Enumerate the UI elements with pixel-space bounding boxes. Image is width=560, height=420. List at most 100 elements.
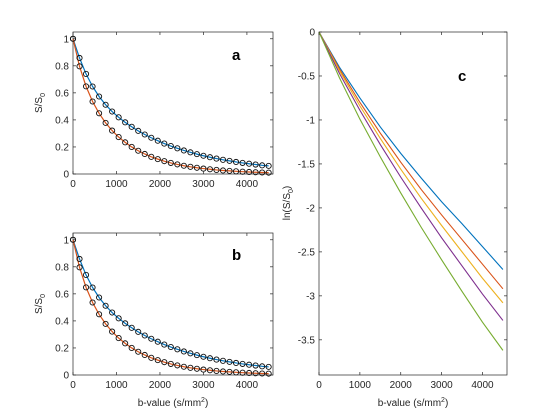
panel-c-ylabel: ln(S/S0) <box>282 186 295 220</box>
panel-a-series-0-point <box>252 161 259 168</box>
panel-b-series-0-point <box>265 363 272 370</box>
panel-a-xtick-label: 0 <box>70 179 76 190</box>
panel-a-ytick-label: 0.2 <box>55 142 69 153</box>
panel-b-ticks: 0 1000 2000 3000 4000 0 0.2 0.4 0.6 0.8 1 <box>55 233 273 391</box>
panel-b-series-0-point <box>135 328 142 335</box>
panel-a-series-1-point <box>122 139 129 146</box>
panel-a-series-0-point <box>265 162 272 169</box>
panel-b-series-1-point <box>135 348 142 355</box>
panel-b-series-0-point <box>226 358 233 365</box>
panel-a-series-1-point <box>226 167 233 174</box>
panel-b-series-0-point <box>154 338 161 345</box>
panel-c-ytick-label: -1 <box>306 115 315 126</box>
panel-c-ytick-label: -3.5 <box>298 335 316 346</box>
panel-b-series-0-point <box>161 341 168 348</box>
panel-c-series-4-line <box>318 31 504 351</box>
panel-b-series-1-point <box>102 320 109 327</box>
panel-b-series-1-point <box>76 264 83 271</box>
panel-b-series-1-point <box>219 368 227 375</box>
panel-a-series-1-point <box>232 168 240 175</box>
panel-a-ytick-label: 0.6 <box>55 88 69 99</box>
panel-b-series-0-point <box>259 363 266 370</box>
panel-b-series-0-point <box>89 284 96 291</box>
panel-b-series-0-point <box>148 335 155 342</box>
panel-c-xtick-label: 1000 <box>349 380 372 391</box>
panel-c-ytick-label: -3 <box>306 291 315 302</box>
panel-a-series-1-point <box>246 168 253 176</box>
panel-b-series-1-point <box>128 344 135 352</box>
panel-a-series-0-point <box>148 134 155 141</box>
panel-a-series-0-point <box>109 108 116 115</box>
panel-a-ytick-label: 0.8 <box>55 61 69 72</box>
panel-b-series-0-point <box>122 320 129 327</box>
panel-b-ytick-label: 0 <box>63 371 69 382</box>
panel-b-series-1-point <box>232 369 240 376</box>
panel-a-ytick-label: 0 <box>63 170 69 181</box>
panel-a-series-0-line <box>72 38 269 167</box>
panel-a-series-0-point <box>174 145 181 152</box>
panel-a-series-0-point <box>96 93 103 100</box>
panel-b-xtick-label: 1000 <box>105 380 128 391</box>
panel-a-series-0-point <box>135 127 142 134</box>
panel-b-xtick-label: 3000 <box>192 380 215 391</box>
panel-a-series-1-point <box>213 166 220 173</box>
panel-b-series-0-point <box>167 343 174 351</box>
panel-b-series-0-point <box>141 332 148 339</box>
panel-a-series-0-point <box>180 147 187 154</box>
panel-c: 0 1000 2000 3000 4000 0 -0.5 -1 -1.5 -2 -2.5 -3 -3.5… <box>282 28 508 409</box>
panel-a-series-1-point <box>193 164 200 171</box>
panel-b-series-1-point <box>246 369 253 377</box>
panel-a-tag: a <box>232 47 241 64</box>
panel-c-series-0-line <box>318 31 504 270</box>
panel-b-series-1-point <box>154 357 161 364</box>
panel-b-series-1-point <box>193 365 200 372</box>
panel-a-series-0-point <box>161 140 168 147</box>
panel-b-series-0-point <box>187 350 194 357</box>
panel-a-series-1-point <box>76 63 83 70</box>
panel-b-series-0-point <box>96 294 103 301</box>
panel-b-series-0-point <box>174 346 181 353</box>
panel-a-series-1-point <box>109 127 116 134</box>
panel-c-ytick-label: -2 <box>306 203 315 214</box>
panel-b-ytick-label: 1 <box>63 235 69 246</box>
panel-b-series-1-point <box>187 364 194 371</box>
panel-c-xtick-label: 2000 <box>390 380 413 391</box>
panel-a-series-0-point <box>200 152 207 159</box>
panel-a-series-0-point <box>89 83 96 90</box>
panel-a-series-0-point <box>187 149 194 156</box>
panel-a-series-1-point <box>96 110 103 117</box>
panel-b-ylabel: S/S0 <box>34 294 47 314</box>
panel-b-series-1-point <box>82 284 90 291</box>
panel-b-series-0-point <box>219 357 227 364</box>
panel-a-series-1-point <box>239 168 246 175</box>
panel-c-xtick-label: 3000 <box>430 380 453 391</box>
panel-a-series-1-point <box>115 134 122 141</box>
panel-a-series-0-point <box>76 54 83 62</box>
panel-a-series-1-point <box>89 98 96 105</box>
panel-b-series-1-point <box>252 370 259 377</box>
panel-a-series-0-point <box>141 131 148 138</box>
panel-b-series-1-point <box>206 367 214 374</box>
panel-b: 0 1000 2000 3000 4000 0 0.2 0.4 0.6 0.8 1 S/S0 b-v… <box>34 232 274 409</box>
panel-a-series-1-point <box>141 150 148 158</box>
panel-a-series-0-point <box>154 137 161 144</box>
panel-a-xtick-label: 1000 <box>105 179 128 190</box>
panel-b-series-0-point <box>206 355 214 362</box>
panel-b-series-0-point <box>102 302 109 309</box>
panel-b-series-0-point <box>232 359 240 367</box>
panel-a-series-1-point <box>259 169 266 176</box>
panel-a-series-1-point <box>135 147 142 154</box>
panel-b-series-1-point <box>213 367 220 374</box>
panel-b-series-1-point <box>89 299 96 306</box>
panel-c-series-3-line <box>318 31 504 321</box>
panel-b-series-1-line <box>72 239 269 375</box>
panel-a-xtick-label: 4000 <box>236 179 259 190</box>
panel-a-series-1-point <box>167 159 174 166</box>
panel-b-series-1-point <box>141 351 148 359</box>
panel-b-series-0-point <box>180 348 187 355</box>
panel-b-series-1-point <box>115 335 122 342</box>
panel-c-ytick-label: 0 <box>309 28 315 39</box>
panel-a-series-0-point <box>128 123 135 130</box>
panel-a-series-0-point <box>219 156 227 163</box>
panel-c-series-2-line <box>318 31 504 304</box>
